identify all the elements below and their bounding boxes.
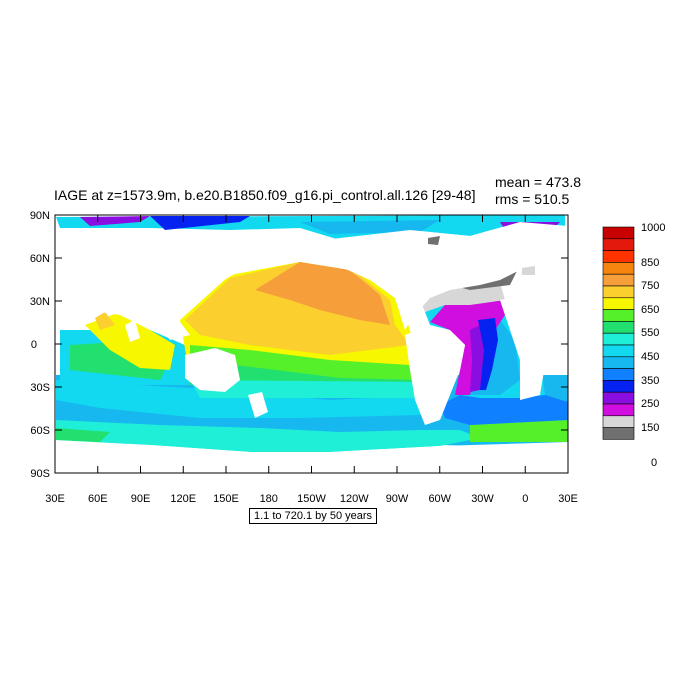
y-tick-label: 60S [30, 425, 50, 437]
colorbar-swatch [602, 273, 635, 287]
colorbar-swatch [602, 368, 635, 381]
y-tick-label: 90S [30, 468, 50, 480]
colorbar-label: 550 [641, 327, 659, 339]
x-tick-label: 150E [213, 493, 239, 505]
x-tick-label: 60E [88, 493, 108, 505]
colorbar-swatch [602, 403, 635, 417]
colorbar-swatch [602, 285, 635, 299]
colorbar-labels: 1000 850 750 650 550 450 350 250 150 0 [641, 222, 665, 469]
colorbar-label: 650 [641, 304, 659, 316]
x-tick-label: 60W [428, 493, 451, 505]
plot-stats: mean = 473.8 rms = 510.5 [495, 174, 581, 208]
x-tick-label: 30W [471, 493, 494, 505]
x-tick-label: 150W [297, 493, 326, 505]
colorbar-swatch [602, 238, 635, 251]
colorbar-label: 750 [641, 280, 659, 292]
colorbar-swatch [602, 332, 635, 346]
y-tick-label: 90N [30, 210, 50, 222]
colorbar-swatch [602, 309, 635, 322]
colorbar-label: 150 [641, 422, 659, 434]
colorbar-label: 450 [641, 351, 659, 363]
mean-value: mean = 473.8 [495, 174, 582, 190]
x-tick-label: 90W [386, 493, 409, 505]
colorbar-swatch [602, 262, 635, 275]
colorbar-swatch [602, 250, 635, 263]
colorbar-swatch [602, 427, 635, 440]
colorbar-swatch [602, 356, 635, 369]
x-tick-label: 30E [45, 493, 65, 505]
land-americas [290, 222, 568, 330]
colorbar-swatch [602, 321, 635, 334]
land-south-america [405, 325, 465, 425]
x-tick-label: 30E [558, 493, 578, 505]
x-tick-label: 0 [522, 493, 528, 505]
colorbar-swatch [602, 344, 635, 358]
y-tick-label: 0 [31, 339, 37, 351]
ocean-field [55, 215, 568, 473]
land-africa [500, 295, 568, 400]
y-tick-label: 30S [30, 382, 50, 394]
contour-info-box: 1.1 to 720.1 by 50 years [249, 508, 378, 524]
x-axis: 30E 60E 90E 120E 150E 180 150W 120W 90W … [45, 215, 578, 505]
y-tick-label: 60N [30, 253, 50, 265]
colorbar-label: 1000 [641, 222, 665, 234]
colorbar-swatch [602, 415, 635, 428]
colorbar [602, 226, 635, 440]
rms-value: rms = 510.5 [495, 191, 570, 207]
x-tick-label: 120W [340, 493, 369, 505]
land-eurasia [55, 230, 275, 330]
y-axis: 90N 60N 30N 0 30S 60S 90S [30, 210, 568, 480]
y-tick-label: 30N [30, 296, 50, 308]
x-tick-label: 180 [260, 493, 278, 505]
colorbar-label: 850 [641, 257, 659, 269]
x-tick-label: 120E [170, 493, 196, 505]
colorbar-label: 350 [641, 375, 659, 387]
land-australia [185, 348, 240, 392]
colorbar-swatch [602, 297, 635, 310]
colorbar-label: 250 [641, 398, 659, 410]
colorbar-swatch [602, 226, 635, 240]
colorbar-swatch [602, 380, 635, 393]
x-tick-label: 90E [131, 493, 151, 505]
plot-title: IAGE at z=1573.9m, b.e20.B1850.f09_g16.p… [54, 187, 476, 203]
colorbar-swatch [602, 391, 635, 405]
colorbar-label: 0 [651, 457, 657, 469]
